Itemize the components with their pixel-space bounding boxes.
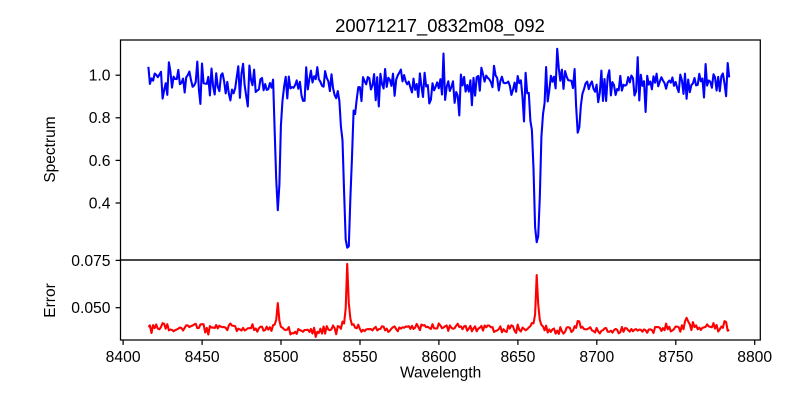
svg-text:0.6: 0.6 bbox=[89, 153, 111, 170]
svg-text:8600: 8600 bbox=[421, 349, 456, 366]
svg-text:0.050: 0.050 bbox=[71, 300, 111, 317]
svg-text:Wavelength: Wavelength bbox=[400, 364, 481, 381]
svg-text:1.0: 1.0 bbox=[89, 68, 111, 85]
svg-text:20071217_0832m08_092: 20071217_0832m08_092 bbox=[335, 15, 545, 37]
svg-text:0.4: 0.4 bbox=[89, 195, 111, 212]
svg-text:8650: 8650 bbox=[500, 349, 535, 366]
svg-text:8550: 8550 bbox=[343, 349, 378, 366]
svg-text:8500: 8500 bbox=[264, 349, 299, 366]
svg-text:Spectrum: Spectrum bbox=[42, 116, 59, 182]
svg-text:8400: 8400 bbox=[106, 349, 141, 366]
svg-text:0.8: 0.8 bbox=[89, 110, 111, 127]
svg-text:8750: 8750 bbox=[658, 349, 693, 366]
svg-text:8700: 8700 bbox=[579, 349, 614, 366]
svg-text:8800: 8800 bbox=[737, 349, 772, 366]
svg-text:0.075: 0.075 bbox=[71, 253, 111, 270]
svg-text:Error: Error bbox=[42, 283, 59, 317]
svg-text:8450: 8450 bbox=[185, 349, 220, 366]
